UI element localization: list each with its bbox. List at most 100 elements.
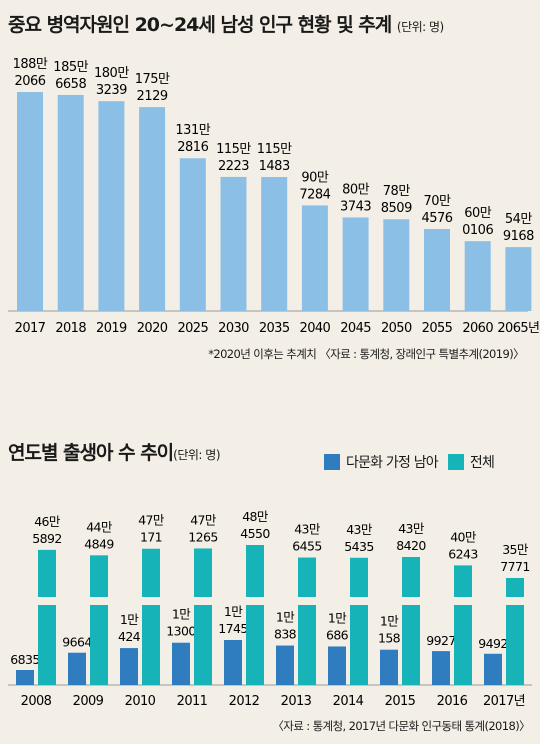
chart2-source-note: 〈자료 : 통계청, 2017년 다문화 인구동태 통계(2018)〉 <box>272 719 530 733</box>
chart2-bar-total-upper-2013 <box>298 557 316 597</box>
chart2-value-label-multicultural: 9664 <box>62 635 92 650</box>
chart2-bar-total-lower-2016 <box>454 605 472 685</box>
chart1-bar-2045 <box>342 217 369 311</box>
chart2-value-label-total: 6243 <box>448 546 477 561</box>
chart1-x-tick: 2050 <box>381 321 412 336</box>
chart2-bar-multicultural-2009 <box>68 652 86 685</box>
chart2-bar-multicultural-2010 <box>120 648 138 685</box>
chart1-value-label: 2816 <box>177 140 208 155</box>
chart2-value-label-total: 46만 <box>34 514 61 529</box>
chart2-value-label-total: 48만 <box>242 509 269 524</box>
chart2-value-label-multicultural: 6835 <box>10 652 39 667</box>
chart2-bar-total-upper-2012 <box>246 545 264 597</box>
chart2-x-tick: 2009 <box>73 694 104 709</box>
chart1-value-label: 6658 <box>55 77 86 92</box>
legend-swatch-total <box>447 454 464 470</box>
chart2-bar-total-lower-2014 <box>350 605 368 685</box>
chart2-bar-total-upper-2014 <box>350 557 368 597</box>
chart1-x-tick: 2025 <box>177 321 208 336</box>
chart2-value-label-total: 40만 <box>450 529 477 544</box>
chart1-value-label: 115만 <box>257 142 292 157</box>
chart1-bar-2020 <box>139 107 166 311</box>
chart2-title: 연도별 출생아 수 추이(단위: 명) <box>8 442 221 464</box>
chart2-bar-total-lower-2008 <box>38 605 56 685</box>
chart2-bar-total-upper-2008 <box>38 549 56 597</box>
chart1-value-label: 9168 <box>503 229 534 244</box>
chart1-source-note: *2020년 이후는 추계치 〈자료 : 통계청, 장래인구 특별추계(2019… <box>208 347 524 361</box>
chart2-x-tick: 2008 <box>21 694 52 709</box>
chart2-value-label-total: 171 <box>140 530 162 545</box>
chart2-bar-total-upper-2015 <box>402 557 420 597</box>
chart2-x-tick: 2013 <box>281 694 312 709</box>
chart2-value-label-multicultural: 1만 <box>172 607 191 622</box>
chart1-value-label: 2066 <box>14 74 45 89</box>
legend-item-total: 전체 <box>447 452 495 472</box>
chart2-bar-total-upper-2009 <box>90 555 108 597</box>
chart2-bar-multicultural-2016 <box>432 651 450 685</box>
chart2-value-label-total: 4550 <box>240 526 270 541</box>
chart2-value-label-total: 8420 <box>396 538 426 553</box>
chart2-value-label-total: 47만 <box>138 513 165 528</box>
chart2-bar-total-lower-2010 <box>142 605 160 685</box>
chart2-bar-total-upper-2016 <box>454 565 472 597</box>
chart2-value-label-multicultural: 1만 <box>328 610 347 625</box>
chart1-value-label: 115만 <box>216 142 251 157</box>
chart2-bar-multicultural-2017년 <box>484 653 502 685</box>
chart2-x-tick: 2016 <box>437 694 468 709</box>
chart1-value-label: 60만 <box>464 206 492 221</box>
chart1-x-tick: 2020 <box>137 321 168 336</box>
chart1-value-label: 78만 <box>383 184 411 199</box>
chart1-value-label: 80만 <box>342 182 370 197</box>
chart1-value-label: 54만 <box>505 212 533 227</box>
chart1-x-tick: 2035 <box>259 321 290 336</box>
chart2-value-label-total: 6455 <box>292 539 321 554</box>
chart2-bar-total-lower-2013 <box>298 605 316 685</box>
chart2-value-label-multicultural: 158 <box>378 631 401 646</box>
chart2-value-label-total: 44만 <box>86 519 113 534</box>
chart1-value-label: 180만 <box>94 66 129 81</box>
chart1-x-tick: 2040 <box>300 321 331 336</box>
legend-label-multicultural: 다문화 가정 남아 <box>346 455 439 471</box>
chart2-bar-total-lower-2017년 <box>506 605 524 685</box>
chart1-bar-2030 <box>220 176 247 311</box>
chart2-value-label-total: 7771 <box>500 559 529 574</box>
chart2-bar-total-lower-2009 <box>90 605 108 685</box>
chart2-bar-multicultural-2013 <box>276 645 294 685</box>
chart1-value-label: 3239 <box>96 83 127 98</box>
chart2-value-label-multicultural: 424 <box>118 629 141 644</box>
chart1-value-label: 188만 <box>13 57 48 72</box>
chart2-bar-total-upper-2010 <box>142 548 160 597</box>
chart2-bar-total-lower-2011 <box>194 605 212 685</box>
legend-swatch-multicultural <box>324 454 340 470</box>
chart2-value-label-multicultural: 9492 <box>478 636 507 651</box>
chart2-x-tick: 2017년 <box>483 694 525 709</box>
chart1-value-label: 70만 <box>423 194 451 209</box>
chart1-bar-2035 <box>261 177 288 311</box>
chart2-value-label-total: 5892 <box>32 531 61 546</box>
chart2-value-label-total: 43만 <box>398 521 425 536</box>
chart2-bar-total-lower-2012 <box>246 605 264 685</box>
chart1-value-label: 4576 <box>421 211 452 226</box>
chart1-value-label: 175만 <box>135 72 170 87</box>
chart1-x-tick: 2060 <box>462 321 493 336</box>
chart2-bar-total-lower-2015 <box>402 605 420 685</box>
chart2-bar-multicultural-2014 <box>328 646 346 685</box>
chart2-x-tick: 2012 <box>229 694 260 709</box>
chart2-value-label-multicultural: 1만 <box>380 614 399 629</box>
chart2-x-tick: 2014 <box>333 694 364 709</box>
chart1-value-label: 0106 <box>462 223 493 238</box>
chart2-bar-total-upper-2017년 <box>506 578 524 597</box>
chart2-bar-multicultural-2008 <box>16 670 34 685</box>
chart2-value-label-multicultural: 9927 <box>426 633 455 648</box>
chart2-bar-multicultural-2011 <box>172 642 190 685</box>
chart1-bar-2025 <box>179 158 206 311</box>
legend-label-total: 전체 <box>469 455 495 471</box>
chart1-bar-2040 <box>301 205 328 311</box>
chart1-bar-2017 <box>17 92 43 311</box>
chart1-value-label: 185만 <box>53 60 88 75</box>
chart1-bar-2018 <box>57 94 84 311</box>
chart2-value-label-total: 43만 <box>346 522 373 537</box>
chart2-value-label-multicultural: 1만 <box>276 610 295 625</box>
chart2-value-label-multicultural: 838 <box>274 627 297 642</box>
